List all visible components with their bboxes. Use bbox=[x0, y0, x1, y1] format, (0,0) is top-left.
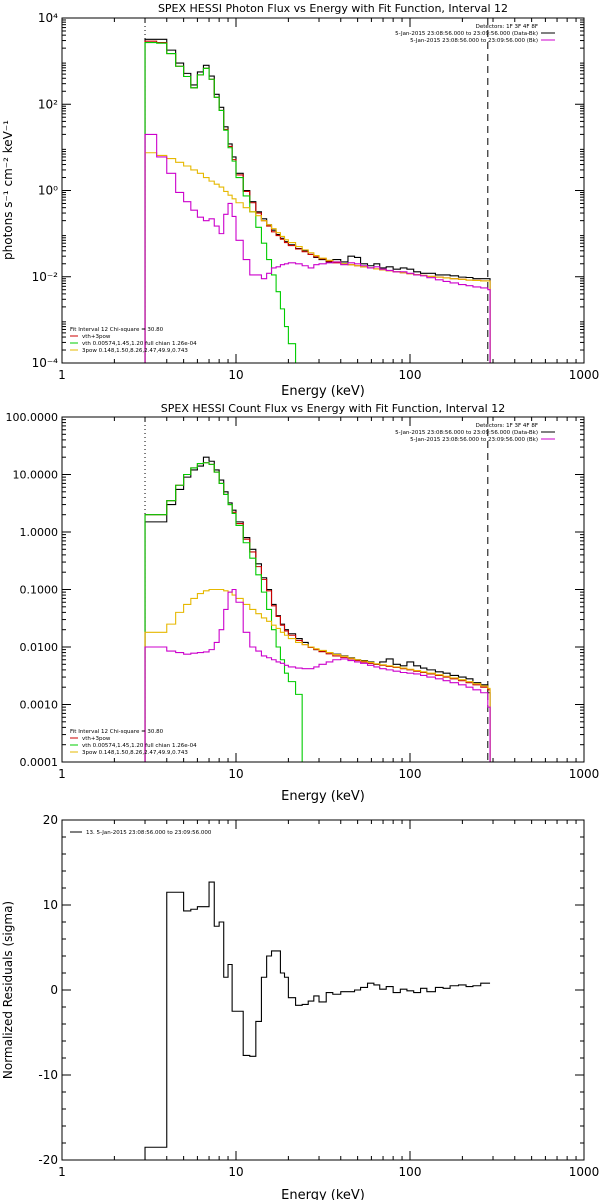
x-tick-label: 1000 bbox=[569, 1165, 600, 1179]
series-vth bbox=[144, 462, 311, 763]
x-tick-label: 100 bbox=[399, 1165, 422, 1179]
count-flux-frame bbox=[61, 416, 585, 763]
y-tick-label: 10.0000 bbox=[13, 469, 59, 482]
series-data-bk bbox=[144, 456, 491, 762]
series-bk bbox=[144, 588, 491, 762]
x-tick-label: 100 bbox=[399, 368, 422, 382]
photon-flux-y-axis-label: photons s⁻¹ cm⁻² keV⁻¹ bbox=[1, 120, 15, 260]
y-tick-label: 1.0000 bbox=[20, 526, 59, 539]
plot-border bbox=[61, 17, 585, 364]
fit-3pow-text: 3pow 0.148,1.50,8.26,2.47,49.9,0.743 bbox=[82, 750, 188, 756]
photon-flux-legend: Detectors: 1F 3F 4F 8F 5-Jan-2015 23:08:… bbox=[395, 24, 555, 44]
photon-flux-frame bbox=[61, 17, 585, 364]
y-tick-label: 10⁻⁴ bbox=[32, 356, 59, 370]
legend-detectors: Detectors: 1F 3F 4F 8F bbox=[476, 423, 538, 429]
photon-flux-fit-legend: Fit Interval 12 Chi-square = 30.80 vth+3… bbox=[70, 327, 197, 354]
residuals-legend: 13. 5-Jan-2015 23:08:56.000 to 23:09:56.… bbox=[70, 830, 212, 836]
count-flux-panel: SPEX HESSI Count Flux vs Energy with Fit… bbox=[6, 402, 600, 804]
y-tick-label: 0.0001 bbox=[20, 756, 59, 769]
y-tick-label: 10² bbox=[38, 97, 58, 111]
fit-interval-text: Fit Interval 12 Chi-square = 30.80 bbox=[70, 327, 164, 333]
y-tick-label: 0 bbox=[50, 983, 58, 997]
count-flux-fit-legend: Fit Interval 12 Chi-square = 30.80 vth+3… bbox=[70, 729, 197, 756]
fit-vth-text: vth 0.00574,1.45,1.20 full chian 1.26e-0… bbox=[82, 743, 197, 749]
y-tick-label: 0.0100 bbox=[20, 641, 59, 654]
y-tick-label: 20 bbox=[43, 813, 58, 827]
y-tick-label: 0.1000 bbox=[20, 584, 59, 597]
photon-flux-panel: SPEX HESSI Photon Flux vs Energy with Fi… bbox=[1, 2, 599, 399]
series-bk bbox=[144, 133, 491, 363]
photon-flux-x-axis-label: Energy (keV) bbox=[281, 384, 365, 399]
plot-border bbox=[61, 416, 585, 763]
series-vth bbox=[144, 41, 305, 364]
y-tick-label: 100.0000 bbox=[6, 411, 59, 424]
count-flux-title: SPEX HESSI Count Flux vs Energy with Fit… bbox=[161, 402, 505, 415]
x-tick-label: 10 bbox=[228, 368, 243, 382]
residuals-frame bbox=[61, 819, 585, 1161]
series-vth-3pow bbox=[144, 40, 491, 363]
x-tick-label: 1 bbox=[58, 1165, 66, 1179]
series-residuals bbox=[144, 881, 491, 1160]
legend-detectors: Detectors: 1F 3F 4F 8F bbox=[476, 24, 538, 30]
fit-interval-text: Fit Interval 12 Chi-square = 30.80 bbox=[70, 729, 164, 735]
fit-vth-text: vth 0.00574,1.45,1.20 full chian 1.26e-0… bbox=[82, 341, 197, 347]
y-tick-label: 10⁻² bbox=[32, 270, 59, 284]
y-tick-label: 10⁴ bbox=[38, 11, 58, 25]
y-tick-label: 0.0010 bbox=[20, 699, 59, 712]
y-tick-label: -20 bbox=[38, 1153, 58, 1167]
count-flux-legend: Detectors: 1F 3F 4F 8F 5-Jan-2015 23:08:… bbox=[395, 423, 555, 443]
y-tick-label: 10⁰ bbox=[38, 184, 58, 198]
x-tick-label: 1 bbox=[58, 767, 66, 781]
count-flux-x-axis-label: Energy (keV) bbox=[281, 789, 365, 804]
x-tick-label: 1000 bbox=[569, 368, 600, 382]
x-tick-label: 1 bbox=[58, 368, 66, 382]
x-tick-label: 10 bbox=[228, 1165, 243, 1179]
series-vth-3pow bbox=[144, 462, 491, 762]
legend-data-bk: 5-Jan-2015 23:08:56.000 to 23:09:56.000 … bbox=[395, 430, 538, 436]
legend-bk: 5-Jan-2015 23:08:56.000 to 23:09:56.000 … bbox=[410, 437, 538, 443]
fit-3pow-text: 3pow 0.148,1.50,8.26,2.47,49.9,0.743 bbox=[82, 348, 188, 354]
x-tick-label: 1000 bbox=[569, 767, 600, 781]
residuals-x-axis-label: Energy (keV) bbox=[281, 1188, 365, 1200]
plot-border bbox=[61, 819, 585, 1161]
residuals-y-axis-label: Normalized Residuals (sigma) bbox=[1, 901, 15, 1079]
fit-vth3pow-text: vth+3pow bbox=[82, 736, 111, 742]
x-tick-label: 10 bbox=[228, 767, 243, 781]
y-tick-label: -10 bbox=[38, 1068, 58, 1082]
y-tick-label: 10 bbox=[43, 898, 58, 912]
legend-bk: 5-Jan-2015 23:08:56.000 to 23:09:56.000 … bbox=[410, 38, 538, 44]
photon-flux-title: SPEX HESSI Photon Flux vs Energy with Fi… bbox=[158, 2, 508, 15]
fit-vth3pow-text: vth+3pow bbox=[82, 334, 111, 340]
x-tick-label: 100 bbox=[399, 767, 422, 781]
residuals-panel: 1 10 100 1000 -20 -10 0 10 20 Energy (keV) Norma… bbox=[1, 813, 599, 1200]
residuals-legend-text: 13. 5-Jan-2015 23:08:56.000 to 23:09:56.… bbox=[86, 830, 212, 836]
series-3pow bbox=[144, 588, 491, 762]
legend-data-bk: 5-Jan-2015 23:08:56.000 to 23:09:56.000 … bbox=[395, 31, 538, 37]
